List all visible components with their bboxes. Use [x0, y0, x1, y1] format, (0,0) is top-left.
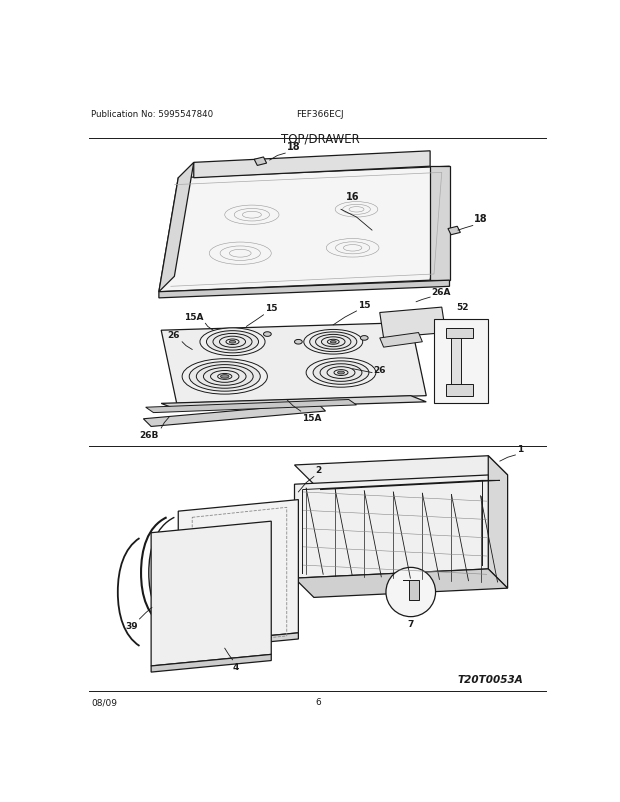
Ellipse shape — [294, 340, 303, 345]
Ellipse shape — [229, 341, 236, 344]
Polygon shape — [254, 158, 267, 166]
Polygon shape — [159, 281, 450, 298]
Ellipse shape — [306, 358, 376, 387]
Polygon shape — [161, 323, 427, 404]
Text: T20T0053A: T20T0053A — [458, 674, 523, 685]
Text: 52: 52 — [456, 302, 469, 311]
Ellipse shape — [264, 332, 272, 337]
Polygon shape — [430, 167, 450, 281]
Ellipse shape — [211, 371, 239, 383]
Text: 15: 15 — [358, 300, 371, 310]
Polygon shape — [161, 396, 427, 410]
Text: 4: 4 — [232, 662, 239, 671]
Polygon shape — [179, 633, 298, 650]
Text: 1: 1 — [517, 444, 523, 453]
Text: 08/09: 08/09 — [92, 698, 117, 707]
Text: 26B: 26B — [140, 431, 159, 439]
Ellipse shape — [322, 338, 345, 347]
Ellipse shape — [213, 334, 252, 350]
Ellipse shape — [189, 363, 260, 391]
Text: 7: 7 — [407, 619, 414, 628]
Ellipse shape — [304, 330, 363, 354]
Ellipse shape — [206, 331, 259, 354]
Ellipse shape — [197, 365, 253, 389]
Text: 16: 16 — [346, 192, 360, 201]
Text: 15A: 15A — [184, 313, 203, 322]
Polygon shape — [294, 456, 508, 484]
Ellipse shape — [226, 339, 239, 345]
Ellipse shape — [330, 341, 336, 343]
Ellipse shape — [327, 340, 339, 345]
Text: 39: 39 — [125, 622, 138, 630]
Polygon shape — [294, 569, 508, 597]
Ellipse shape — [203, 368, 246, 386]
Text: 2: 2 — [316, 466, 322, 475]
Ellipse shape — [360, 336, 368, 341]
Ellipse shape — [221, 375, 229, 379]
Text: TOP/DRAWER: TOP/DRAWER — [281, 132, 360, 145]
Polygon shape — [146, 400, 356, 413]
Polygon shape — [446, 329, 472, 338]
Polygon shape — [379, 333, 422, 348]
Text: FEF366ECJ: FEF366ECJ — [296, 110, 344, 119]
Polygon shape — [159, 163, 193, 293]
Polygon shape — [451, 329, 461, 392]
Ellipse shape — [218, 374, 232, 380]
Polygon shape — [434, 319, 489, 404]
Polygon shape — [179, 500, 298, 645]
Polygon shape — [151, 654, 272, 672]
Ellipse shape — [327, 367, 355, 379]
Polygon shape — [379, 308, 446, 338]
Circle shape — [386, 568, 435, 617]
Text: 6: 6 — [315, 698, 321, 707]
Ellipse shape — [219, 337, 246, 348]
Polygon shape — [294, 476, 489, 578]
Polygon shape — [159, 167, 450, 293]
Ellipse shape — [337, 371, 345, 375]
Polygon shape — [193, 152, 430, 179]
Text: 26: 26 — [167, 331, 180, 340]
Ellipse shape — [200, 329, 265, 356]
Text: 15: 15 — [265, 304, 278, 313]
Ellipse shape — [313, 362, 369, 385]
Polygon shape — [403, 581, 418, 600]
Polygon shape — [489, 456, 508, 589]
Ellipse shape — [320, 364, 362, 382]
Ellipse shape — [316, 335, 351, 350]
Text: 26A: 26A — [432, 287, 451, 296]
Text: 18: 18 — [474, 214, 488, 224]
Ellipse shape — [310, 333, 357, 352]
Polygon shape — [151, 521, 272, 666]
Text: 15A: 15A — [303, 413, 322, 422]
Polygon shape — [143, 404, 326, 427]
Ellipse shape — [182, 359, 267, 395]
Text: 26: 26 — [373, 366, 386, 375]
Text: 18: 18 — [286, 142, 300, 152]
Text: Publication No: 5995547840: Publication No: 5995547840 — [92, 110, 213, 119]
Polygon shape — [448, 227, 460, 236]
Ellipse shape — [334, 371, 348, 376]
Polygon shape — [446, 385, 472, 396]
